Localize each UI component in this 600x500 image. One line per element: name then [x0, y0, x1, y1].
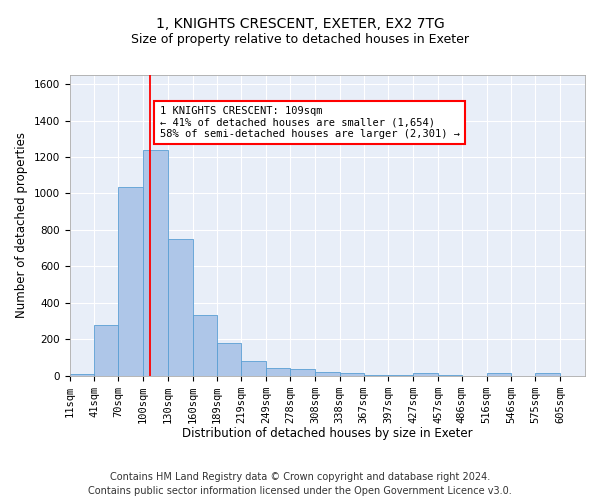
- Bar: [388, 374, 413, 376]
- Bar: [290, 368, 315, 376]
- Bar: [266, 368, 290, 376]
- Bar: [535, 373, 560, 376]
- Bar: [70, 374, 94, 376]
- Bar: [168, 239, 193, 376]
- Bar: [413, 373, 438, 376]
- Text: Contains public sector information licensed under the Open Government Licence v3: Contains public sector information licen…: [88, 486, 512, 496]
- Text: 1 KNIGHTS CRESCENT: 109sqm
← 41% of detached houses are smaller (1,654)
58% of s: 1 KNIGHTS CRESCENT: 109sqm ← 41% of deta…: [160, 106, 460, 139]
- X-axis label: Distribution of detached houses by size in Exeter: Distribution of detached houses by size …: [182, 427, 473, 440]
- Y-axis label: Number of detached properties: Number of detached properties: [15, 132, 28, 318]
- Bar: [94, 324, 118, 376]
- Bar: [217, 343, 241, 376]
- Bar: [340, 373, 364, 376]
- Text: Contains HM Land Registry data © Crown copyright and database right 2024.: Contains HM Land Registry data © Crown c…: [110, 472, 490, 482]
- Bar: [487, 373, 511, 376]
- Bar: [118, 187, 143, 376]
- Text: 1, KNIGHTS CRESCENT, EXETER, EX2 7TG: 1, KNIGHTS CRESCENT, EXETER, EX2 7TG: [155, 18, 445, 32]
- Bar: [315, 372, 340, 376]
- Bar: [143, 150, 168, 376]
- Bar: [364, 374, 388, 376]
- Bar: [241, 361, 266, 376]
- Text: Size of property relative to detached houses in Exeter: Size of property relative to detached ho…: [131, 32, 469, 46]
- Bar: [193, 316, 217, 376]
